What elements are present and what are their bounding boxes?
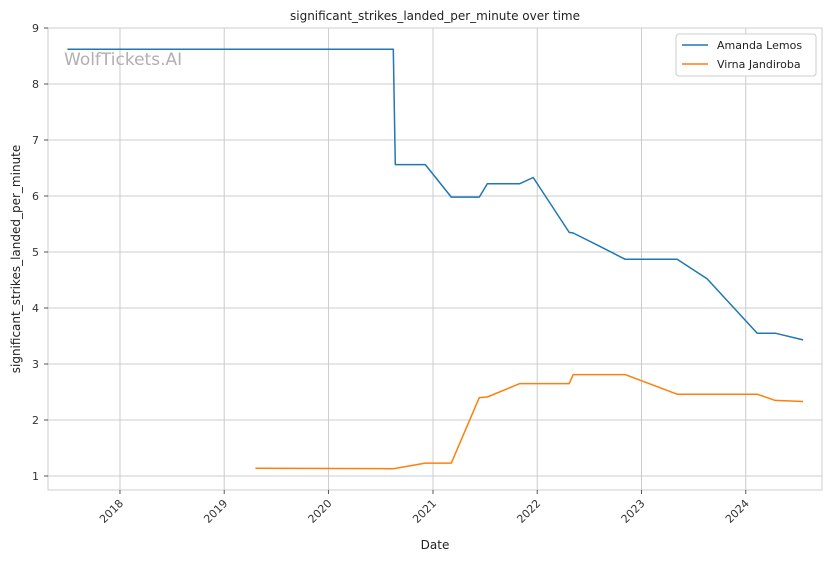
y-tick-label: 3 — [32, 358, 39, 371]
y-tick-label: 1 — [32, 470, 39, 483]
legend: Amanda Lemos Virna Jandiroba — [675, 33, 817, 77]
series-lines — [67, 48, 804, 470]
legend-box — [675, 33, 817, 77]
x-tick-labels: 2018 2019 2020 2021 2022 2023 2024 — [97, 490, 752, 526]
x-tick-label: 2018 — [97, 497, 126, 526]
x-tick-label: 2024 — [723, 497, 752, 526]
y-tick-label: 4 — [32, 302, 39, 315]
legend-label: Amanda Lemos — [717, 39, 802, 52]
y-axis-label: significant_strikes_landed_per_minute — [9, 145, 23, 374]
y-tick-label: 8 — [32, 78, 39, 91]
y-tick-labels: 1 2 3 4 5 6 7 8 9 — [32, 22, 48, 483]
x-tick-label: 2021 — [410, 497, 439, 526]
x-tick-label: 2020 — [306, 497, 335, 526]
x-axis-label: Date — [421, 538, 450, 552]
y-tick-label: 9 — [32, 22, 39, 35]
series-line-2 — [255, 373, 804, 470]
y-tick-label: 7 — [32, 134, 39, 147]
chart-title: significant_strikes_landed_per_minute ov… — [290, 9, 580, 23]
plot-frame — [47, 27, 823, 491]
x-tick-label: 2023 — [619, 497, 648, 526]
series-line-1 — [67, 48, 804, 341]
x-tick-label: 2022 — [514, 497, 543, 526]
watermark-text: WolfTickets.AI — [64, 50, 182, 70]
y-tick-label: 2 — [32, 414, 39, 427]
y-tick-label: 5 — [32, 246, 39, 259]
x-tick-label: 2019 — [201, 497, 230, 526]
grid-lines — [48, 27, 822, 490]
y-tick-label: 6 — [32, 190, 39, 203]
legend-label: Virna Jandiroba — [717, 58, 801, 71]
